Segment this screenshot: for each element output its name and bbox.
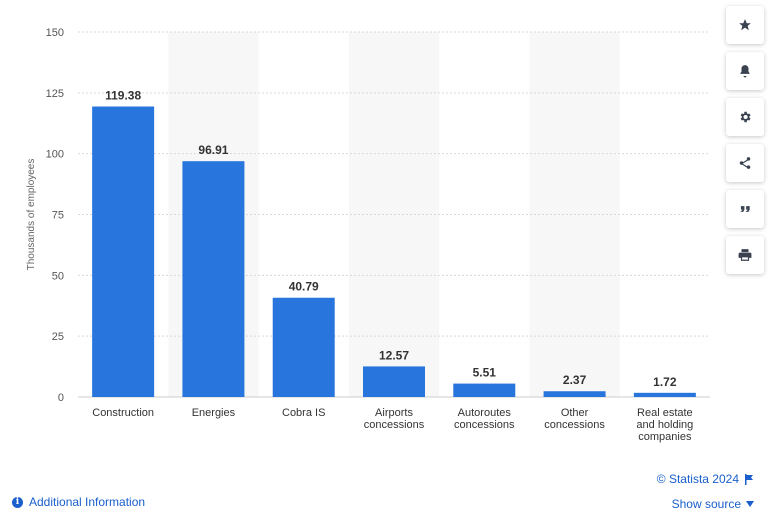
- data-label: 119.38: [105, 89, 141, 103]
- copyright-notice[interactable]: © Statista 2024: [657, 472, 754, 486]
- quote-icon: [740, 206, 750, 212]
- y-tick-label: 75: [52, 210, 64, 222]
- y-tick-label: 100: [46, 149, 64, 161]
- star-icon: [739, 19, 751, 31]
- favorite-button[interactable]: [726, 6, 764, 44]
- share-button[interactable]: [726, 144, 764, 182]
- y-tick-label: 25: [52, 331, 64, 343]
- chart-toolbar: [726, 6, 764, 274]
- y-axis-label: Thousands of employees: [26, 159, 37, 271]
- x-tick-label: Other concessions: [544, 407, 605, 431]
- bar: [543, 391, 606, 397]
- bar: [92, 106, 155, 397]
- bar: [363, 366, 425, 397]
- data-label: 40.79: [289, 280, 319, 294]
- additional-info-link[interactable]: i Additional Information: [12, 495, 145, 509]
- caret-down-icon: [746, 501, 754, 507]
- share-icon: [739, 157, 751, 169]
- x-tick-label: Cobra IS: [282, 407, 325, 419]
- data-label: 96.91: [198, 143, 228, 157]
- data-label: 12.57: [379, 348, 409, 362]
- additional-info-text[interactable]: Additional Information: [29, 495, 146, 509]
- x-tick-label: Construction: [92, 407, 154, 419]
- cite-button[interactable]: [726, 190, 764, 228]
- bar: [633, 392, 696, 397]
- data-label: 1.72: [653, 375, 677, 389]
- bar: [182, 161, 245, 397]
- x-tick-label: Airports concessions: [364, 407, 425, 431]
- data-label: 5.51: [473, 366, 497, 380]
- bell-icon: [740, 65, 750, 78]
- y-tick-label: 50: [52, 270, 64, 282]
- x-tick-label: Real estate and holding companies: [636, 407, 693, 443]
- gear-icon: [740, 111, 751, 123]
- info-icon: i: [12, 496, 23, 508]
- x-tick-label: Energies: [192, 407, 236, 419]
- notification-button[interactable]: [726, 52, 764, 90]
- settings-button[interactable]: [726, 98, 764, 136]
- x-tick-label: Autoroutes concessions: [454, 407, 515, 431]
- show-source-link[interactable]: Show source: [672, 497, 754, 511]
- print-button[interactable]: [726, 236, 764, 274]
- bar: [272, 297, 335, 397]
- flag-icon: [745, 473, 753, 485]
- y-tick-label: 0: [58, 392, 64, 404]
- show-source-text[interactable]: Show source: [671, 497, 741, 511]
- y-tick-label: 125: [46, 88, 64, 100]
- printer-icon: [738, 249, 752, 261]
- copyright-text[interactable]: © Statista 2024: [656, 472, 739, 486]
- data-label: 2.37: [563, 373, 587, 387]
- bar: [453, 383, 516, 397]
- y-tick-label: 150: [46, 27, 64, 39]
